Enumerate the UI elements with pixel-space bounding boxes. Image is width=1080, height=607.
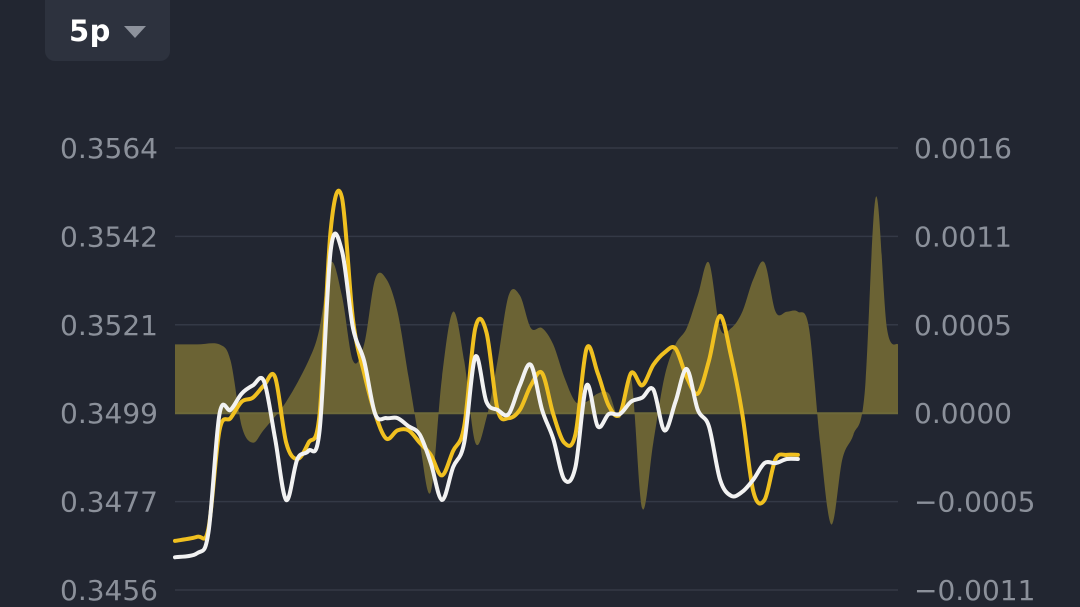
white-series-line xyxy=(173,231,800,560)
left-axis-tick-label: 0.3521 xyxy=(60,309,158,342)
grid-lines xyxy=(175,147,898,591)
interval-selector[interactable]: 5p xyxy=(45,0,170,61)
right-axis-tick-label: 0.0016 xyxy=(914,132,1012,165)
right-axis-tick-label: 0.0011 xyxy=(914,220,1012,253)
right-axis-tick-label: −0.0005 xyxy=(914,486,1035,519)
histogram-area xyxy=(175,196,898,525)
left-axis-tick-label: 0.3477 xyxy=(60,486,158,519)
left-axis-tick-label: 0.3542 xyxy=(60,220,158,253)
right-axis: 0.0016 0.0011 0.0005 0.0000 −0.0005 −0.0011 xyxy=(914,132,1035,607)
price-lines xyxy=(173,188,800,560)
histogram xyxy=(175,196,898,525)
right-axis-tick-label: −0.0011 xyxy=(914,574,1035,607)
left-axis-tick-label: 0.3564 xyxy=(60,132,158,165)
left-axis: 0.3564 0.3542 0.3521 0.3499 0.3477 0.3456 xyxy=(60,132,158,607)
left-axis-tick-label: 0.3456 xyxy=(60,574,158,607)
right-axis-tick-label: 0.0000 xyxy=(914,397,1012,430)
left-axis-tick-label: 0.3499 xyxy=(60,397,158,430)
chevron-down-icon[interactable] xyxy=(123,25,146,38)
right-axis-tick-label: 0.0005 xyxy=(914,309,1012,342)
interval-label: 5p xyxy=(69,13,111,48)
